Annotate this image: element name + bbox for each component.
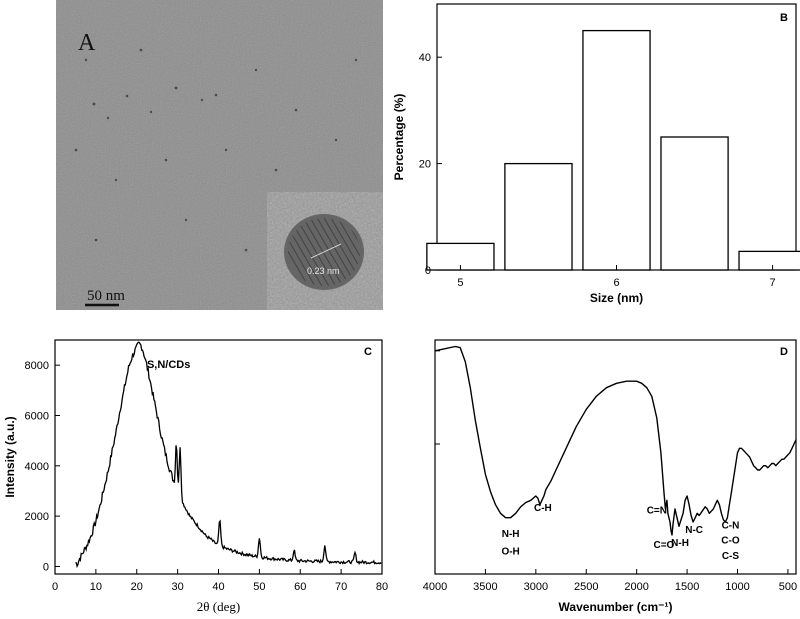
- panel-c-xrd-pattern: 0 2000 4000 6000 8000 0 10 20 30 40 50 60 70 80 2θ (de…: [0, 332, 400, 619]
- y-tick-label: 4000: [25, 461, 49, 473]
- plot-frame: [434, 339, 797, 575]
- series-label: S,N/CDs: [147, 359, 190, 371]
- panel-a-letter: A: [78, 30, 96, 56]
- band-annotation: C=N: [647, 505, 667, 516]
- x-tick-label: 2500: [574, 581, 598, 593]
- histogram-bar: [504, 162, 573, 271]
- ftir-series-line: [434, 345, 797, 536]
- band-annotation: C-N: [722, 521, 740, 532]
- panel-a-tem-image: A 50 nm 0.23 nm: [56, 0, 383, 310]
- nanoparticle-dots: [74, 48, 358, 252]
- chart-d: 4000 3500 3000 2500 2000 1500 1000 500 Wavenumbe…: [423, 339, 797, 614]
- x-tick-label: 60: [294, 581, 306, 593]
- x-tick-label: 80: [376, 581, 388, 593]
- histogram-bar: [660, 136, 729, 271]
- x-tick-label: 3000: [524, 581, 548, 593]
- y-tick-label: 0: [425, 265, 431, 277]
- panel-d-ftir-spectrum: 4000 3500 3000 2500 2000 1500 1000 500 Wavenumbe…: [400, 332, 800, 619]
- x-tick-label: 0: [52, 581, 58, 593]
- band-annotation: N-H: [671, 538, 689, 549]
- y-tick-label: 40: [419, 52, 431, 64]
- x-tick-label: 5: [457, 277, 463, 289]
- band-annotation: C-S: [722, 551, 740, 562]
- y-tick-label: 20: [419, 159, 431, 171]
- chart-b: 0 20 40 5 6 7 Size (nm) Percentage (%) B: [392, 3, 800, 305]
- x-tick-label: 3500: [473, 581, 497, 593]
- x-tick-label: 6: [613, 277, 619, 289]
- scale-bar-label: 50 nm: [87, 288, 125, 304]
- x-tick-label: 1000: [725, 581, 749, 593]
- x-tick-label: 1500: [675, 581, 699, 593]
- lattice-marker: [310, 243, 342, 259]
- y-tick-label: 6000: [25, 410, 49, 422]
- band-annotation: N-H: [502, 529, 520, 540]
- xrd-series-line: [75, 341, 382, 569]
- panel-b-size-histogram: 0 20 40 5 6 7 Size (nm) Percentage (%) B: [386, 0, 800, 310]
- y-tick-label: 2000: [25, 511, 49, 523]
- band-annotation: O-H: [501, 547, 519, 558]
- histogram-bar: [738, 250, 800, 271]
- x-tick-label: 20: [131, 581, 143, 593]
- histogram-bar: [582, 29, 651, 271]
- x-tick-label: 500: [779, 581, 797, 593]
- x-tick-label: 2000: [624, 581, 648, 593]
- band-annotation: C-O: [721, 536, 740, 547]
- x-tick-label: 30: [172, 581, 184, 593]
- panel-letter: C: [364, 346, 372, 358]
- panel-letter: D: [780, 346, 788, 358]
- band-annotation: N-C: [685, 525, 703, 536]
- hrtem-inset: 0.23 nm: [267, 192, 383, 310]
- y-tick-label: 0: [43, 561, 49, 573]
- x-tick-label: 50: [253, 581, 265, 593]
- x-tick-label: 10: [90, 581, 102, 593]
- y-axis-label: Intensity (a.u.): [3, 416, 17, 497]
- band-annotation: C-H: [534, 503, 552, 514]
- x-tick-label: 7: [770, 277, 776, 289]
- chart-c: 0 2000 4000 6000 8000 0 10 20 30 40 50 60 70 80 2θ (de…: [3, 339, 388, 614]
- band-annotation: C=O: [653, 540, 674, 551]
- tem-micrograph: A 50 nm 0.23 nm: [56, 0, 383, 310]
- panel-letter: B: [780, 12, 788, 24]
- x-tick-label: 40: [212, 581, 224, 593]
- x-axis-label: Size (nm): [590, 291, 643, 305]
- y-axis-label: Percentage (%): [392, 94, 406, 181]
- x-axis-label: Wavenumber (cm⁻¹): [559, 600, 673, 614]
- x-axis-label: 2θ (deg): [197, 599, 240, 614]
- x-tick-label: 70: [335, 581, 347, 593]
- x-tick-label: 4000: [423, 581, 447, 593]
- y-tick-label: 8000: [25, 360, 49, 372]
- inset-lattice-label: 0.23 nm: [307, 266, 340, 276]
